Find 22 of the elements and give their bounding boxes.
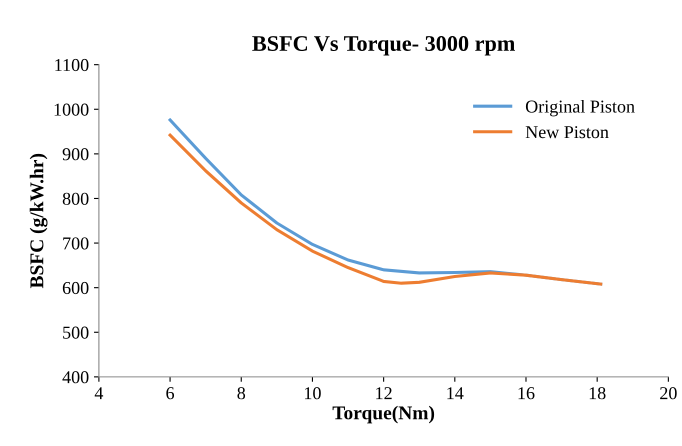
x-axis-title: Torque(Nm)	[332, 406, 434, 424]
y-tick-label: 600	[62, 282, 88, 294]
x-tick-label: 20	[660, 387, 677, 400]
x-tick-label: 8	[237, 387, 246, 400]
y-tick-label: 1000	[54, 104, 88, 116]
x-tick-label: 14	[447, 387, 464, 400]
y-tick-label: 800	[62, 192, 88, 205]
x-tick-label: 6	[166, 387, 174, 400]
x-tick-label: 4	[94, 387, 104, 400]
y-tick-label: 400	[62, 371, 88, 384]
x-tick-label: 10	[305, 387, 321, 400]
x-tick-label: 12	[376, 387, 392, 400]
chart-title: BSFC Vs Torque- 3000 rpm	[252, 36, 515, 56]
y-axis-title: BSFC (g/kW.hr)	[30, 154, 48, 288]
y-tick-label: 700	[63, 237, 88, 250]
legend-label: Original Piston	[526, 100, 635, 116]
x-tick-label: 18	[590, 387, 606, 400]
x-tick-label: 16	[518, 387, 534, 400]
y-tick-label: 900	[62, 148, 88, 160]
y-tick-label: 500	[63, 326, 88, 339]
legend-label: New Piston	[526, 126, 609, 138]
y-tick-label: 1100	[55, 58, 88, 72]
